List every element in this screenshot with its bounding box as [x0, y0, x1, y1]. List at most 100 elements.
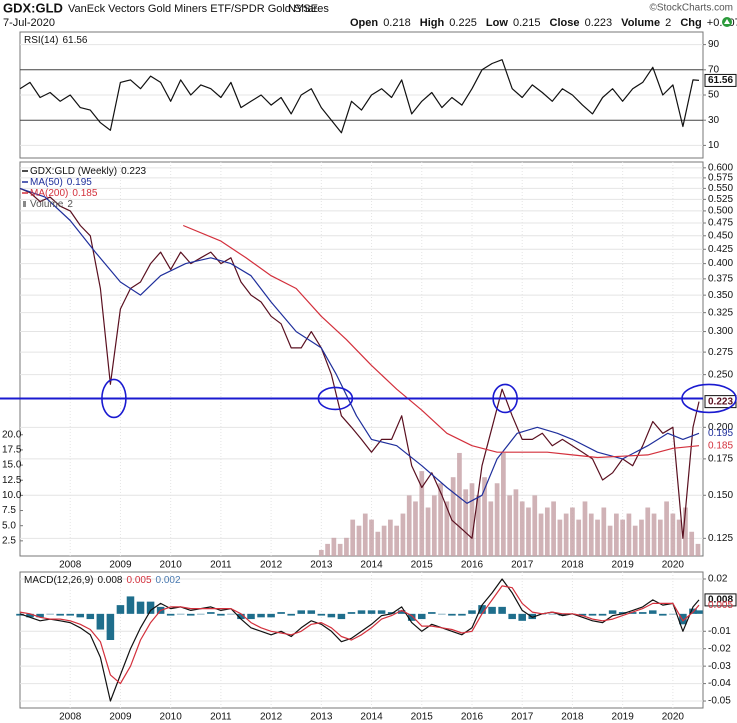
histogram-bar	[628, 612, 637, 614]
x-tick-label: 2015	[411, 712, 434, 723]
legend-entry: MA(200) 0.185	[30, 188, 98, 199]
panel	[19, 571, 704, 709]
volume-bar	[614, 513, 619, 556]
x-tick-label: 2012	[260, 712, 283, 723]
y-tick-label: -0.01	[708, 626, 731, 637]
quote-value: 0.215	[513, 17, 541, 29]
quote-label: Open	[350, 17, 378, 29]
volume-bar	[632, 525, 638, 556]
volume-bar	[626, 513, 632, 556]
last-value-label: 0.005	[708, 600, 733, 611]
quote-value: 0.223	[585, 17, 613, 29]
volume-bar	[563, 513, 569, 556]
volume-bar	[551, 501, 556, 556]
volume-bar	[337, 543, 343, 556]
x-tick-label: 2008	[59, 560, 82, 571]
y-tick-label: 0.500	[708, 206, 733, 217]
legend-name: Volume	[30, 199, 64, 210]
histogram-bar	[478, 605, 486, 614]
last-value-box	[704, 73, 737, 87]
y-tick-label: -0.02	[708, 643, 731, 654]
histogram-bar	[197, 613, 205, 615]
histogram-bar	[66, 613, 74, 616]
legend-swatch	[23, 201, 26, 207]
histogram-bar	[695, 610, 703, 614]
volume-bar	[601, 507, 607, 556]
histogram-bar	[176, 613, 185, 615]
histogram-bar	[186, 613, 195, 616]
volume-bar	[544, 507, 550, 556]
histogram-bar	[468, 610, 476, 614]
x-tick-label: 2010	[160, 560, 183, 571]
y2-tick-label: 10.0	[2, 490, 22, 501]
series-line	[182, 224, 700, 459]
series-line	[19, 585, 700, 685]
volume-bar	[431, 495, 437, 556]
x-tick-label: 2019	[612, 712, 635, 723]
histogram-bar	[598, 613, 607, 616]
histogram-bar	[16, 613, 24, 616]
annotation-ellipse	[492, 383, 518, 414]
histogram-bar	[498, 606, 506, 614]
histogram-bar	[277, 612, 285, 614]
volume-bar	[356, 525, 362, 556]
volume-bar	[532, 495, 538, 556]
x-tick-label: 2017	[511, 560, 534, 571]
volume-bar	[406, 495, 412, 556]
histogram-bar	[237, 613, 245, 620]
histogram-bar	[257, 613, 265, 618]
volume-bar	[576, 519, 582, 556]
series-line	[19, 187, 700, 504]
quote-label: High	[420, 17, 445, 29]
y2-tick-label: 7.5	[2, 505, 16, 516]
volume-bar	[501, 452, 506, 556]
volume-bar	[419, 471, 425, 556]
histogram-bar	[126, 596, 135, 614]
legend-entry: MA(50) 0.195	[30, 177, 92, 188]
histogram-bar	[317, 613, 326, 616]
annotation-ellipse	[317, 386, 354, 411]
legend-entry: Volume 2	[30, 199, 73, 210]
volume-bar	[570, 507, 575, 556]
series-line	[19, 59, 700, 134]
x-tick-label: 2011	[210, 712, 232, 723]
x-tick-label: 2011	[210, 560, 232, 571]
histogram-bar	[397, 610, 406, 614]
y-tick-label: 0.475	[708, 218, 733, 229]
y-tick-label: 0.425	[708, 244, 733, 255]
volume-bar	[582, 501, 588, 556]
volume-bar	[369, 519, 374, 556]
x-tick-label: 2020	[662, 560, 685, 571]
histogram-bar	[96, 613, 105, 630]
last-value-label: 0.008	[708, 595, 733, 606]
volume-bar	[507, 495, 513, 556]
volume-bar	[425, 507, 431, 556]
volume-bar	[526, 507, 531, 556]
y-tick-label: 0.350	[708, 290, 733, 301]
histogram-bar	[438, 613, 446, 615]
y-tick-label: 0.150	[708, 490, 733, 501]
volume-bar	[683, 507, 688, 556]
histogram-bar	[327, 613, 336, 618]
y2-tick-label: 17.5	[2, 445, 22, 456]
series-line	[19, 578, 700, 702]
y-tick-label: 50	[708, 90, 720, 101]
volume-bar	[325, 543, 330, 556]
y-tick-label: 90	[708, 39, 720, 50]
volume-bar	[438, 483, 443, 556]
histogram-bar	[207, 612, 215, 614]
y-tick-label: 0.275	[708, 347, 733, 358]
histogram-bar	[558, 613, 567, 616]
quote-label: Close	[550, 17, 580, 29]
histogram-bar	[347, 612, 356, 614]
y-tick-label: 0.525	[708, 194, 733, 205]
histogram-bar	[227, 613, 235, 615]
histogram-bar	[86, 613, 95, 620]
x-tick-label: 2013	[310, 712, 333, 723]
quote-label: Volume	[621, 17, 660, 29]
last-value-box	[704, 593, 737, 607]
histogram-bar	[518, 613, 526, 621]
legend-value: 0.195	[67, 177, 92, 188]
y-tick-label: 0.600	[708, 162, 733, 173]
